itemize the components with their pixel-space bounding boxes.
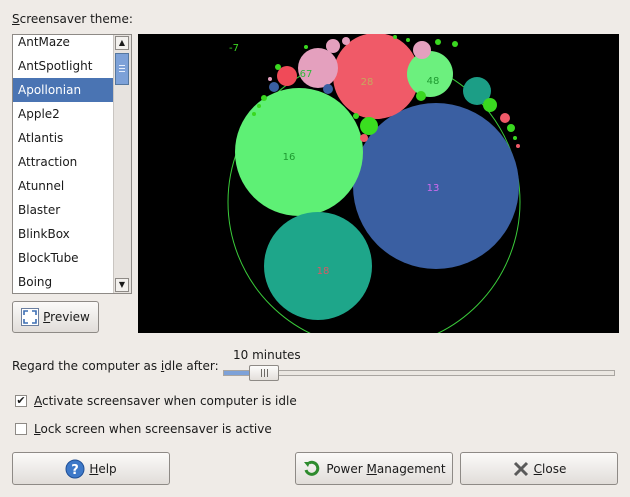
- activate-checkbox[interactable]: ✔: [15, 395, 27, 407]
- lock-option[interactable]: Lock screen when screensaver is active: [15, 422, 272, 436]
- theme-list-item[interactable]: BlockTube: [18, 251, 79, 265]
- power-management-button[interactable]: Power Management: [295, 452, 453, 485]
- close-icon: [512, 460, 530, 478]
- screensaver-preview: -7 67 28 48 16 13 18: [138, 34, 619, 333]
- theme-list-item[interactable]: AntSpotlight: [18, 59, 93, 73]
- circle-label: 48: [427, 76, 440, 87]
- theme-list-item[interactable]: Atlantis: [18, 131, 64, 145]
- theme-list-item[interactable]: AntMaze: [18, 35, 70, 49]
- scroll-down-button[interactable]: ▼: [115, 278, 129, 292]
- preview-button[interactable]: Preview: [12, 301, 99, 333]
- chevron-up-icon: ▲: [118, 38, 126, 47]
- idle-slider[interactable]: [223, 370, 615, 376]
- lock-label: Lock screen when screensaver is active: [34, 422, 272, 436]
- idle-label: Regard the computer as idle after:: [12, 359, 219, 373]
- theme-label: Screensaver theme:: [12, 12, 133, 26]
- scroll-thumb[interactable]: [115, 53, 129, 85]
- circle-label: 28: [361, 77, 374, 88]
- power-management-icon: [302, 459, 322, 479]
- preview-button-label: Preview: [43, 310, 90, 324]
- circle-label: 18: [317, 266, 330, 277]
- circle-label: 67: [300, 69, 313, 80]
- theme-list-item[interactable]: BlinkBox: [18, 227, 70, 241]
- theme-list-item[interactable]: Attraction: [18, 155, 78, 169]
- circle-label: 13: [427, 183, 440, 194]
- help-button[interactable]: ? Help: [12, 452, 170, 485]
- svg-text:?: ?: [72, 463, 80, 478]
- circle-label: -7: [229, 43, 239, 54]
- idle-slider-thumb[interactable]: [249, 365, 279, 381]
- idle-value: 10 minutes: [233, 348, 301, 362]
- close-button-label: Close: [533, 461, 567, 476]
- fullscreen-icon: [21, 308, 40, 326]
- theme-list[interactable]: AntMaze AntSpotlight Apollonian Apple2 Atlan…: [12, 34, 132, 294]
- checkmark-icon: ✔: [16, 394, 26, 407]
- help-icon: ?: [65, 459, 85, 479]
- theme-list-item[interactable]: Atunnel: [18, 179, 65, 193]
- theme-list-item[interactable]: Apollonian: [13, 78, 114, 102]
- theme-list-scrollbar[interactable]: ▲ ▼: [113, 35, 131, 293]
- power-button-label: Power Management: [326, 461, 446, 476]
- help-button-label: Help: [89, 461, 117, 476]
- theme-list-item[interactable]: Boing: [18, 275, 53, 289]
- lock-checkbox[interactable]: [15, 423, 27, 435]
- theme-list-item[interactable]: Apple2: [18, 107, 60, 121]
- close-button[interactable]: Close: [460, 452, 618, 485]
- activate-option[interactable]: ✔ Activate screensaver when computer is …: [15, 394, 297, 408]
- chevron-down-icon: ▼: [118, 280, 126, 289]
- circle-label: 16: [283, 152, 296, 163]
- scroll-up-button[interactable]: ▲: [115, 36, 129, 50]
- activate-label: Activate screensaver when computer is id…: [34, 394, 297, 408]
- theme-list-item[interactable]: Blaster: [18, 203, 61, 217]
